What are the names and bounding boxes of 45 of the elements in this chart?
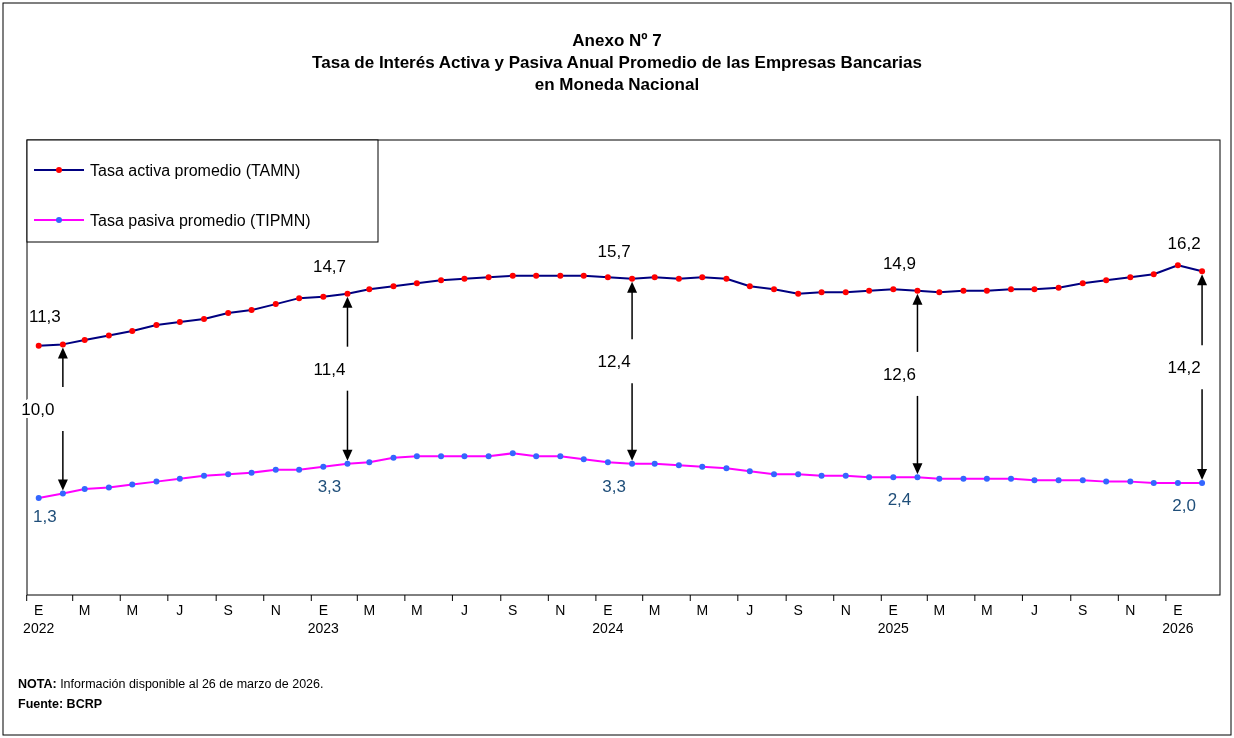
x-tick-label: E 2022 xyxy=(23,602,55,636)
x-tick-label: J xyxy=(176,602,184,618)
annotation: 12,6 xyxy=(882,364,917,384)
x-tick-label: S xyxy=(223,602,233,618)
data-label: 11,3 xyxy=(28,307,61,327)
x-tick-label: E 2023 xyxy=(307,602,340,636)
data-label: 16,2 xyxy=(1167,234,1201,254)
x-tick-label: S xyxy=(1078,602,1088,618)
x-tick-label: E 2026 xyxy=(1162,602,1194,636)
text: NOTA: Información disponible al 26 de marzo de 2026. xyxy=(18,677,324,691)
x-tick-label: M xyxy=(363,602,376,618)
x-tick-label: M xyxy=(933,602,946,618)
legend-label: Tasa activa promedio (TAMN) xyxy=(90,162,301,179)
x-tick-label: M xyxy=(696,602,709,618)
x-tick-label: J xyxy=(1030,602,1038,618)
annotation: 10,0 xyxy=(21,399,55,419)
x-tick-label: N xyxy=(1125,602,1136,618)
x-tick-label: M xyxy=(411,602,423,618)
chart-title: Anexo Nº 7 Tasa de Interés Activa y Pasiva Anual Promedio de las Empresas Bancarias en Moneda Nacional xyxy=(312,31,922,94)
data-label: 2,0 xyxy=(1172,496,1196,516)
source-note: Fuente: BCRP xyxy=(18,697,103,711)
x-tick-label: M xyxy=(78,602,91,618)
x-tick-label: N xyxy=(270,602,281,618)
data-label: 2,4 xyxy=(887,490,912,510)
x-tick-label: N xyxy=(555,602,566,618)
x-tick-label: N xyxy=(840,602,851,618)
data-label: 1,3 xyxy=(33,506,57,526)
x-tick-label: M xyxy=(126,602,139,618)
x-tick-label: S xyxy=(508,602,518,618)
x-tick-label: E 2024 xyxy=(592,602,624,636)
x-tick-label: S xyxy=(793,602,803,618)
data-label: 3,3 xyxy=(602,476,626,496)
annotation: 12,4 xyxy=(597,352,631,372)
annotation: 11,4 xyxy=(313,359,346,379)
x-tick-label: J xyxy=(460,602,468,618)
data-label: 3,3 xyxy=(317,476,342,496)
legend-label: Tasa pasiva promedio (TIPMN) xyxy=(90,212,311,229)
x-tick-label: M xyxy=(981,602,993,618)
x-tick-label: E 2025 xyxy=(877,602,910,636)
x-tick-label: J xyxy=(746,602,754,618)
data-label: 15,7 xyxy=(597,241,631,261)
data-label: 14,7 xyxy=(312,256,347,276)
annotation: 14,2 xyxy=(1167,358,1201,378)
x-tick-label: M xyxy=(648,602,661,618)
data-label: 14,9 xyxy=(882,253,917,273)
